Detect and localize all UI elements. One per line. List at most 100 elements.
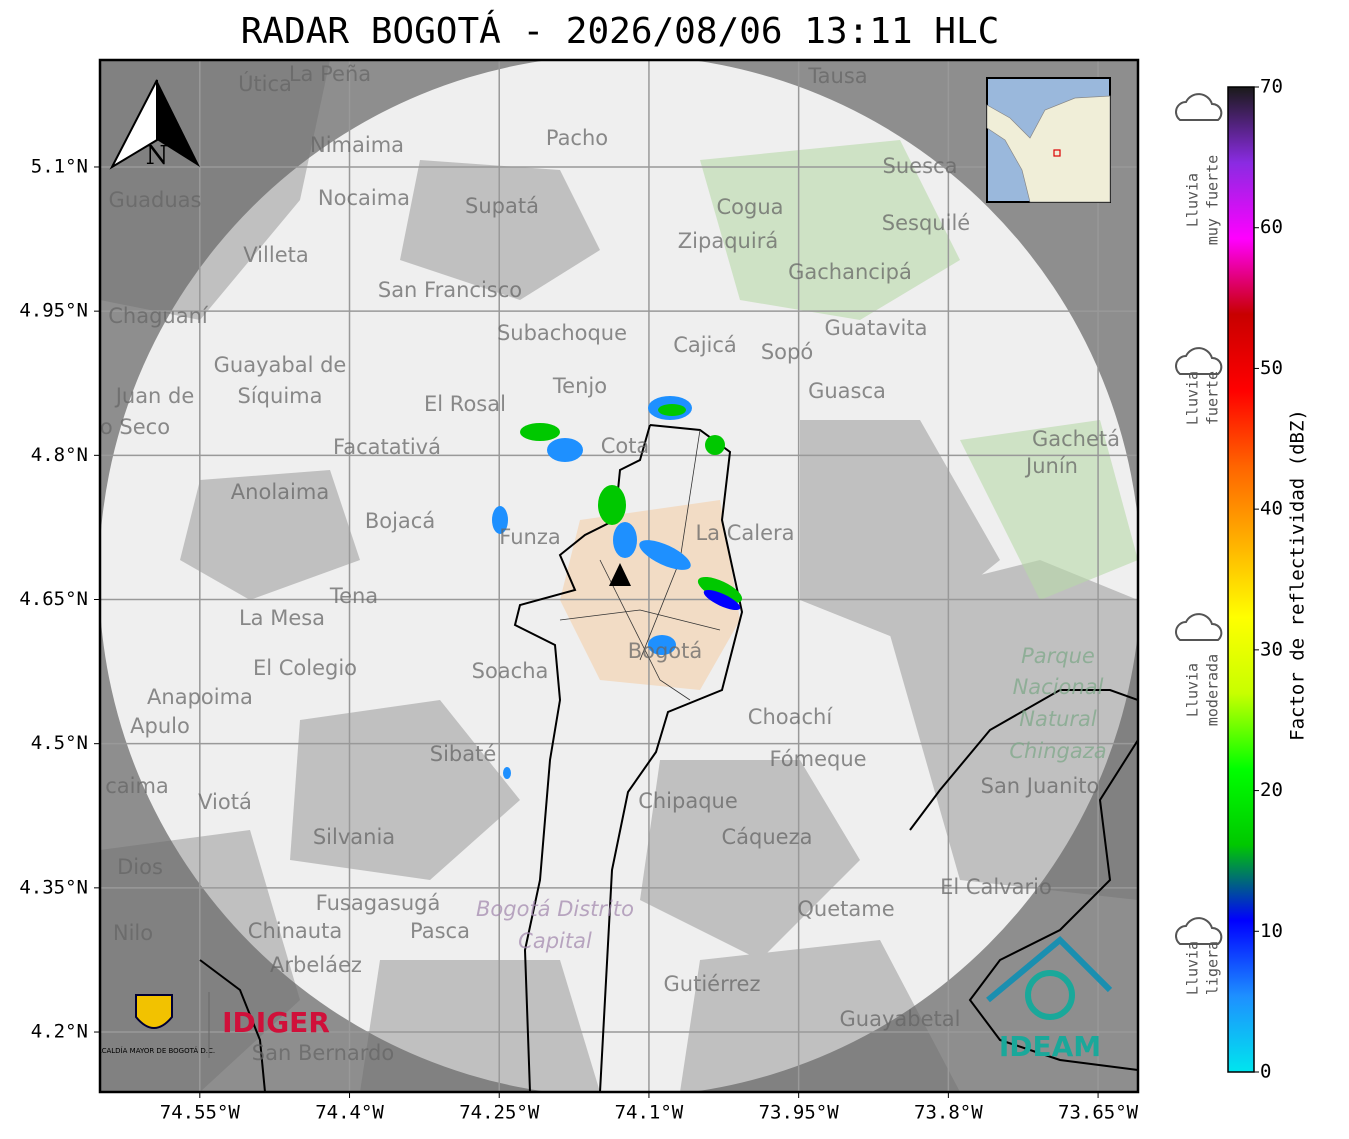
vegetation [700, 140, 1138, 600]
title: RADAR BOGOTÁ - 2026/08/06 13:11 HLC [241, 10, 1000, 52]
place-label: San Juanito [981, 774, 1100, 798]
place-label: Sesquilé [882, 211, 970, 235]
place-label: Fómeque [769, 747, 866, 771]
place-label: Fusagasugá [316, 891, 441, 915]
rain-icon [1175, 93, 1223, 121]
place-label: Gachancipá [788, 260, 912, 284]
rain-icon [1175, 613, 1223, 641]
place-label: Capital [518, 929, 592, 953]
colorbar-tick-label: 10 [1260, 920, 1283, 942]
lat-tick-label: 4.5°N [31, 732, 88, 754]
place-label: Cáqueza [722, 825, 813, 849]
radar-site [609, 563, 631, 586]
rain-category-label: moderada [1204, 654, 1222, 726]
place-label: Pacho [546, 126, 608, 150]
lat-tick-label: 4.65°N [19, 588, 88, 610]
colorbar-tick-label: 60 [1260, 216, 1283, 238]
lon-tick-label: 74.4°W [315, 1102, 384, 1124]
place-label: San Bernardo [252, 1041, 394, 1065]
logo-alcaldia-text: ALCALDÍA MAYOR DE BOGOTÁ D.C. [93, 1046, 215, 1055]
rain-category-label: Lluvia [1184, 663, 1202, 717]
place-label: El Colegio [253, 656, 357, 680]
place-label: Gachetá [1032, 427, 1120, 451]
place-label: Guatavita [825, 316, 928, 340]
place-label: Guasca [808, 379, 886, 403]
place-label: Subachoque [497, 321, 627, 345]
lon-tick-label: 74.25°W [459, 1102, 540, 1124]
place-label: Nilo [113, 921, 153, 945]
lon-tick-label: 74.1°W [615, 1102, 684, 1124]
colorbar-tick-label: 50 [1260, 357, 1283, 379]
place-label: Suesca [883, 154, 958, 178]
place-label: El Rosal [424, 392, 506, 416]
place-label: Nacional [1013, 675, 1104, 699]
place-label: Chaguaní [108, 304, 209, 328]
place-label: Dios [117, 855, 163, 879]
lon-tick-label: 73.95°W [759, 1102, 840, 1124]
lat-tick-label: 5.1°N [31, 155, 88, 177]
place-label: Anapoima [147, 685, 253, 709]
place-label: Villeta [243, 243, 308, 267]
lat-tick-label: 4.35°N [19, 876, 88, 898]
rain-category-label: Lluvia [1184, 173, 1202, 227]
place-label: Chinauta [248, 919, 342, 943]
place-label: Tenjo [552, 374, 607, 398]
place-label: Facatativá [333, 435, 441, 459]
rain-icon [1175, 347, 1223, 375]
map-frame [98, 58, 1140, 1094]
place-label: Arbeláez [270, 953, 362, 977]
place-label: La Mesa [239, 606, 325, 630]
place-label: Útica [238, 71, 292, 96]
inset-map [986, 77, 1111, 203]
place-label: caima [105, 774, 169, 798]
rain-category-label: Lluvia [1184, 371, 1202, 425]
radar-echoes [492, 396, 743, 779]
place-label: Junín [1024, 454, 1078, 478]
place-label: Silvania [313, 825, 395, 849]
place-label: Choachí [748, 705, 834, 729]
colorbar-label: Factor de reflectividad (dBZ) [1287, 409, 1309, 741]
place-label: Apulo [130, 714, 190, 738]
north-label: N [146, 141, 169, 171]
place-label: Soacha [472, 659, 549, 683]
place-label: La Calera [695, 521, 794, 545]
place-label: Cajicá [673, 333, 737, 357]
rain-icon [1175, 917, 1223, 945]
place-label: San Francisco [378, 278, 522, 302]
north-arrow: N [109, 79, 200, 171]
colorbar-tick-label: 70 [1260, 76, 1283, 98]
place-label: Cota [601, 434, 650, 458]
place-label: Sopó [761, 340, 813, 364]
place-label: Viotá [198, 790, 252, 814]
place-label: Funza [499, 525, 560, 549]
place-label: Bogotá Distrito [476, 897, 634, 921]
lon-tick-label: 73.8°W [914, 1102, 983, 1124]
logo-ideam: IDEAM [986, 935, 1113, 1063]
place-label: Guayabal de [214, 353, 347, 377]
place-label: Guaduas [109, 188, 202, 212]
rain-category-label: fuerte [1204, 371, 1222, 425]
place-label: Síquima [238, 384, 323, 408]
lat-tick-label: 4.2°N [31, 1021, 88, 1043]
place-label: Gutiérrez [664, 972, 761, 996]
place-label: Natural [1019, 707, 1097, 731]
place-label: Nimaima [310, 133, 404, 157]
place-label: o Seco [100, 415, 170, 439]
place-label: Bogotá [628, 639, 703, 663]
place-label: Quetame [797, 897, 894, 921]
place-label: Tausa [807, 64, 867, 88]
rain-category-label: muy fuerte [1204, 155, 1222, 245]
place-label: Chingaza [1009, 739, 1106, 763]
logo-ideam-text: IDEAM [999, 1030, 1101, 1063]
rain-category-label: ligera [1204, 941, 1222, 995]
colorbar-tick-label: 30 [1260, 638, 1283, 660]
place-label: Cogua [716, 195, 783, 219]
colorbar-tick-label: 20 [1260, 779, 1283, 801]
logo-alcaldia: ALCALDÍA MAYOR DE BOGOTÁ D.C. IDIGER [93, 992, 330, 1058]
urban [560, 500, 740, 690]
place-label: La Peña [289, 62, 371, 86]
lon-tick-label: 74.55°W [160, 1102, 241, 1124]
logo-idiger: IDIGER [222, 1006, 330, 1039]
